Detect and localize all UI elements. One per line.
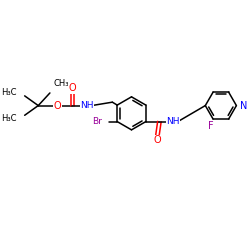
Text: NH: NH (80, 101, 94, 110)
Text: O: O (54, 100, 62, 110)
Text: H₃C: H₃C (2, 88, 17, 98)
Text: Br: Br (92, 117, 102, 126)
Text: H₃C: H₃C (2, 114, 17, 123)
Text: F: F (208, 121, 214, 131)
Text: O: O (154, 135, 161, 145)
Text: N: N (240, 100, 248, 110)
Text: O: O (68, 83, 76, 93)
Text: CH₃: CH₃ (54, 79, 69, 88)
Text: NH: NH (166, 117, 180, 126)
